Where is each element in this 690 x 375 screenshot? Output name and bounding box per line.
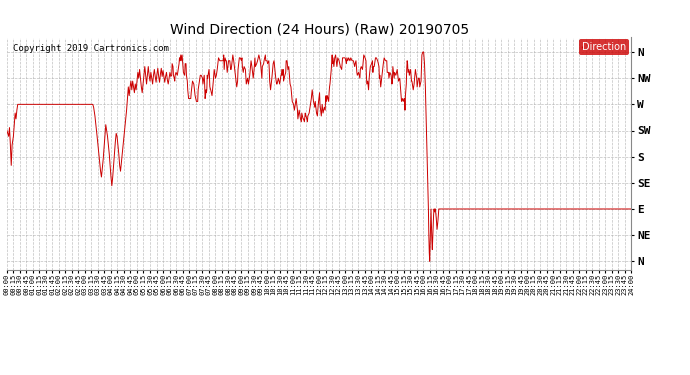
Text: Copyright 2019 Cartronics.com: Copyright 2019 Cartronics.com <box>13 45 169 54</box>
Legend: Direction: Direction <box>580 39 629 55</box>
Title: Wind Direction (24 Hours) (Raw) 20190705: Wind Direction (24 Hours) (Raw) 20190705 <box>170 22 469 36</box>
